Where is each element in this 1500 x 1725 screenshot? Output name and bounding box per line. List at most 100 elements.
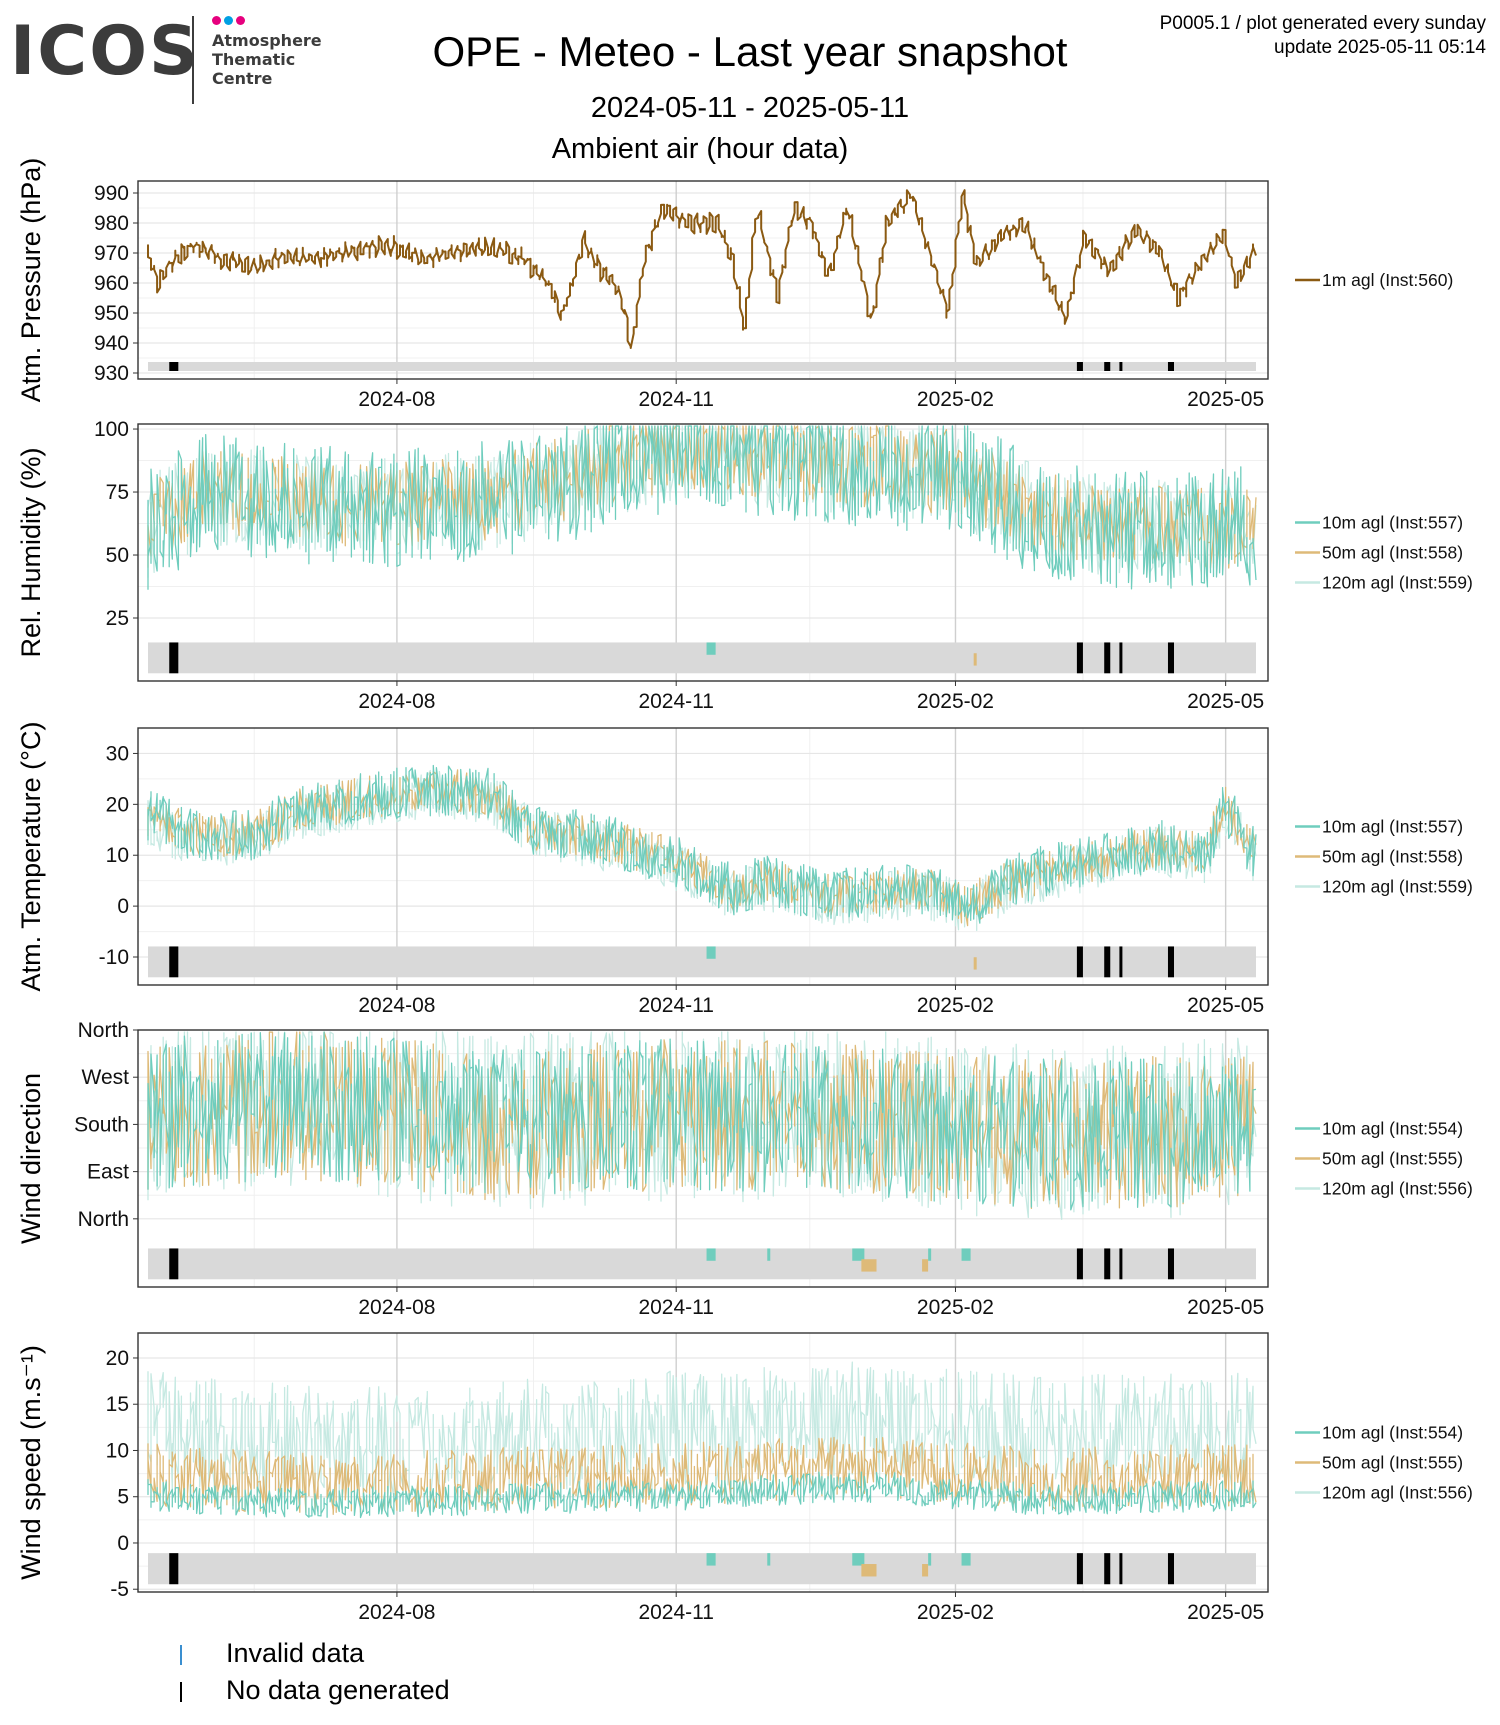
legend-label: 10m agl (Inst:554)	[1322, 1119, 1463, 1139]
y-tick-label: -10	[99, 946, 129, 969]
series-line-1	[147, 189, 1257, 349]
x-tick-label: 2024-08	[358, 1601, 435, 1624]
invalid-flag-50m	[973, 957, 977, 970]
legend-label: 120m agl (Inst:556)	[1322, 1179, 1473, 1199]
logo-line-1: Atmosphere	[212, 31, 322, 50]
chart-panel-5: -5 0 5 10 15 20 2024-08 2024-11 2025-02 2025-05 Wi…	[16, 1332, 1473, 1624]
legend-label: 1m agl (Inst:560)	[1322, 270, 1453, 290]
no-data-flag	[1167, 1248, 1175, 1280]
legend-invalid-label: Invalid data	[226, 1638, 365, 1668]
x-tick-label: 2025-05	[1187, 1296, 1264, 1319]
y-tick-label: 30	[106, 742, 129, 765]
invalid-flag-10m	[961, 1553, 971, 1566]
no-data-flag	[1076, 1248, 1083, 1280]
invalid-flag-50m	[861, 1259, 877, 1272]
no-data-flag	[169, 362, 179, 371]
invalid-flag-10m	[961, 1248, 971, 1261]
y-tick-label: 960	[94, 272, 129, 295]
invalid-flag-10m	[706, 642, 716, 655]
no-data-flag	[1104, 642, 1111, 674]
x-tick-label: 2025-02	[917, 1296, 994, 1319]
x-tick-label: 2024-11	[638, 1296, 714, 1319]
y-tick-label: 990	[94, 182, 129, 205]
y-axis-title: Rel. Humidity (%)	[16, 447, 46, 657]
y-tick-label: 10	[106, 844, 129, 867]
flag-band	[148, 642, 1256, 674]
y-tick-label: 20	[106, 793, 129, 816]
chart-panel-3: -10 0 10 20 30 2024-08 2024-11 2025-02 2025-05 At…	[16, 722, 1473, 1017]
icos-logo-wordmark: ICOS	[10, 12, 200, 91]
no-data-flag	[1167, 362, 1175, 371]
y-tick-label: 15	[106, 1393, 129, 1416]
no-data-flag	[1167, 642, 1175, 674]
invalid-flag-10m	[706, 946, 716, 959]
legend-label: 50m agl (Inst:555)	[1322, 1453, 1463, 1473]
no-data-flag	[1119, 946, 1123, 978]
plot-area	[138, 181, 1268, 379]
x-tick-label: 2025-02	[917, 1601, 994, 1624]
legend-label: 120m agl (Inst:556)	[1322, 1483, 1473, 1503]
y-tick-label: 950	[94, 302, 129, 325]
flag-band	[148, 362, 1256, 371]
series-line-1	[147, 764, 1257, 924]
legend-label: 10m agl (Inst:554)	[1322, 1423, 1463, 1443]
invalid-flag-50m	[973, 653, 977, 666]
series-line-2	[147, 1031, 1257, 1210]
x-tick-label: 2025-02	[917, 994, 994, 1017]
y-axis-title: Wind speed (m.s⁻¹)	[16, 1345, 46, 1580]
legend-label: 120m agl (Inst:559)	[1322, 877, 1473, 897]
no-data-flag	[1167, 946, 1175, 978]
flag-band	[148, 1248, 1256, 1280]
no-data-flag	[1119, 1248, 1123, 1280]
no-data-flag	[1076, 1553, 1083, 1585]
chart-panel-4: North East South West North 2024-08 2024-11 202…	[16, 1019, 1473, 1319]
panel-border	[137, 1332, 1269, 1593]
legend-invalid: Invalid data	[180, 1638, 364, 1669]
legend-label: 50m agl (Inst:555)	[1322, 1149, 1463, 1169]
x-tick-label: 2024-11	[638, 1601, 714, 1624]
logo-divider	[192, 16, 194, 104]
y-tick-label: 940	[94, 332, 129, 355]
legend-nodata-label: No data generated	[226, 1675, 450, 1705]
x-tick-label: 2024-11	[638, 994, 714, 1017]
y-tick-label: 25	[106, 607, 129, 630]
invalid-flag-10m	[928, 1553, 932, 1566]
logo-dot-magenta	[212, 16, 221, 25]
panel-border	[137, 727, 1269, 986]
x-tick-label: 2025-05	[1187, 1601, 1264, 1624]
y-tick-label: 0	[117, 1532, 129, 1555]
y-tick-label: East	[87, 1161, 129, 1184]
logo-line-2: Thematic	[212, 50, 296, 69]
y-tick-label: 930	[94, 362, 129, 385]
no-data-flag	[169, 642, 179, 674]
panel-border	[137, 423, 1269, 682]
series-line-1	[147, 1031, 1257, 1211]
no-data-flag	[1076, 642, 1083, 674]
y-tick-label: 0	[117, 895, 129, 918]
plot-code: P0005.1 / plot generated every sunday	[1159, 13, 1486, 34]
no-data-flag	[1076, 946, 1083, 978]
x-tick-label: 2024-08	[358, 994, 435, 1017]
logo-line-3: Centre	[212, 69, 273, 88]
y-axis-title: Atm. Temperature (°C)	[16, 722, 46, 992]
legend-label: 10m agl (Inst:557)	[1322, 513, 1463, 533]
invalid-flag-10m	[706, 1553, 716, 1566]
x-tick-label: 2024-11	[638, 690, 714, 713]
invalid-data-marker	[180, 1644, 182, 1665]
no-data-flag	[1119, 642, 1123, 674]
invalid-flag-10m	[767, 1553, 771, 1566]
no-data-marker	[180, 1681, 182, 1702]
invalid-flag-10m	[928, 1248, 932, 1261]
y-tick-label: 50	[106, 544, 129, 567]
chart-panel-2: 25 50 75 100 2024-08 2024-11 2025-02 2025-05 Rel…	[16, 418, 1473, 713]
y-tick-label: 970	[94, 242, 129, 265]
no-data-flag	[169, 1553, 179, 1585]
x-tick-label: 2025-05	[1187, 690, 1264, 713]
x-tick-label: 2025-05	[1187, 994, 1264, 1017]
no-data-flag	[1104, 1553, 1111, 1585]
y-axis-title: Atm. Pressure (hPa)	[16, 158, 46, 403]
no-data-flag	[1119, 362, 1123, 371]
legend-nodata: No data generated	[180, 1675, 450, 1706]
invalid-flag-50m	[861, 1564, 877, 1577]
